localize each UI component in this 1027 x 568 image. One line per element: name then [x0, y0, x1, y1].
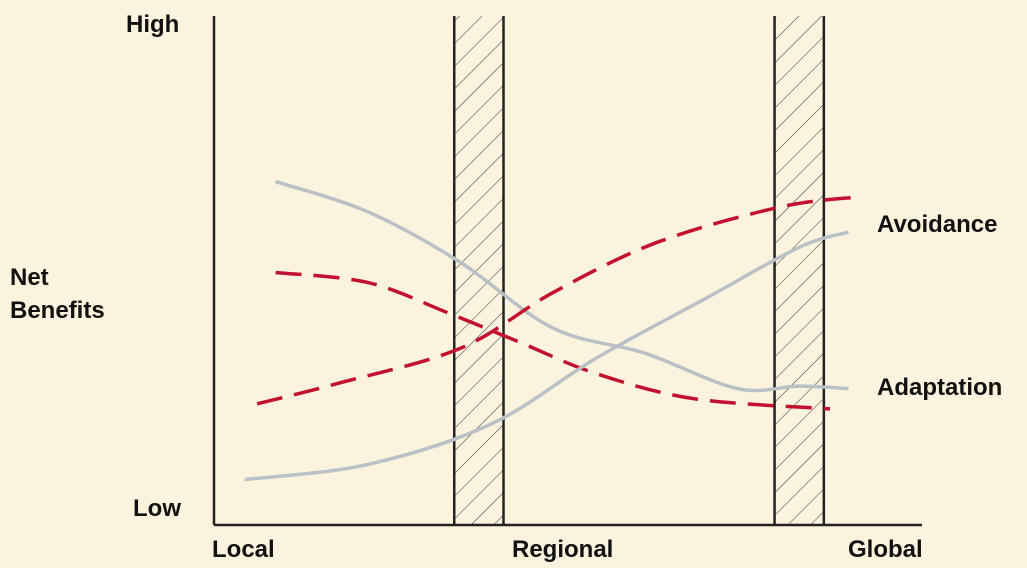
series-line-1-solid: [275, 179, 849, 393]
y-high-label: High: [126, 11, 179, 38]
x-tick-label-regional: Regional: [512, 536, 613, 563]
series-lines: [244, 179, 862, 482]
series-label-avoidance: Avoidance: [877, 211, 997, 238]
x-tick-label-global: Global: [848, 536, 923, 563]
y-axis-label-line-1: Net: [10, 264, 49, 291]
hatched-band-1: [454, 16, 504, 525]
axes: [212, 16, 922, 527]
hatched-bands: [452, 16, 826, 525]
hatched-band-2: [774, 16, 824, 525]
series-line-4-dashed: [256, 195, 862, 406]
y-axis-label-line-2: Benefits: [10, 297, 105, 324]
x-tick-label-local: Local: [212, 536, 275, 563]
y-low-label: Low: [133, 495, 181, 522]
series-line-3-solid: [244, 230, 850, 482]
series-label-adaptation: Adaptation: [877, 374, 1002, 401]
series-line-2-dashed: [275, 270, 831, 411]
